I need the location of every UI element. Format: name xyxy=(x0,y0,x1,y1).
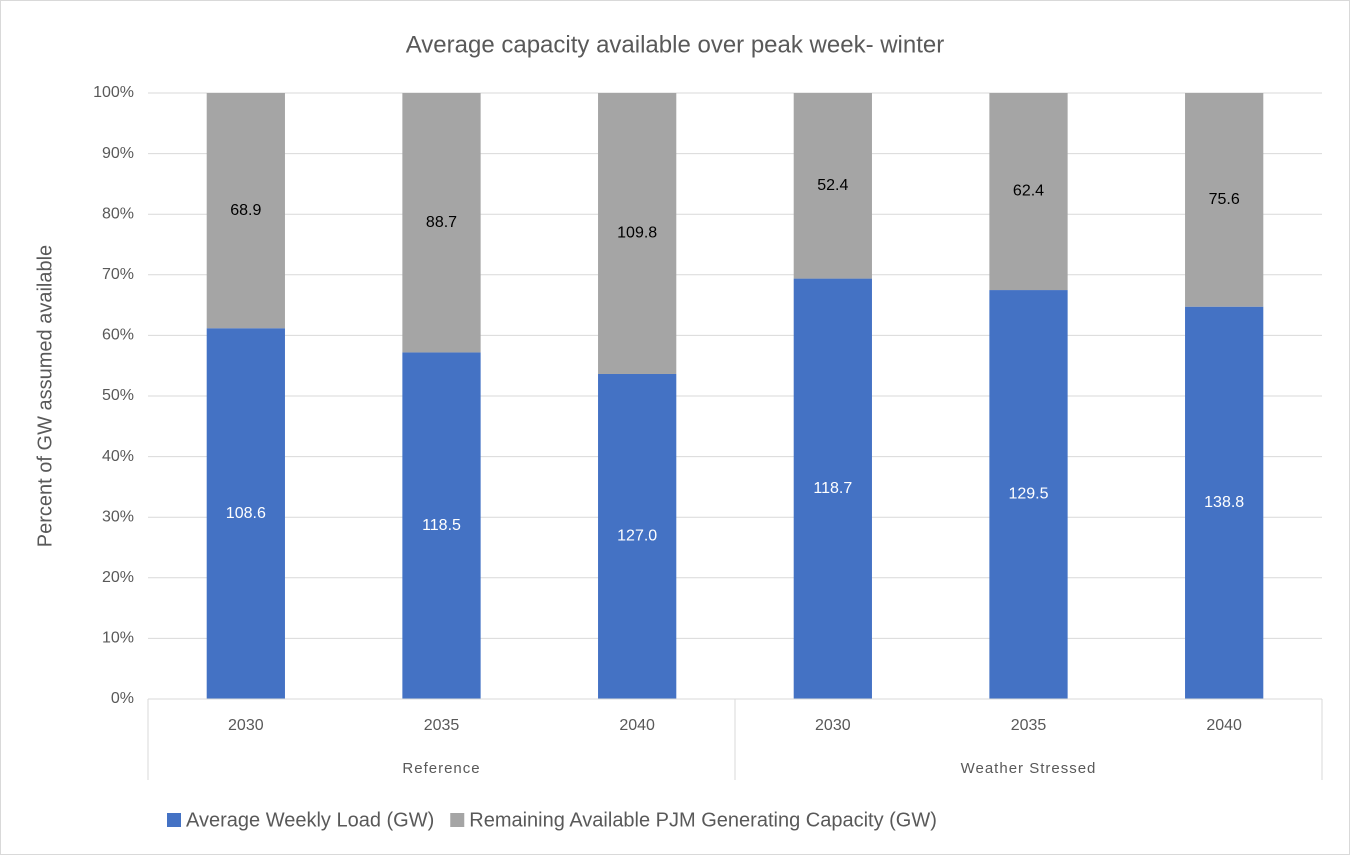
x-tick-label: 2030 xyxy=(228,717,264,734)
data-label: 62.4 xyxy=(1013,183,1044,200)
legend-swatch xyxy=(450,813,465,827)
y-tick-label: 60% xyxy=(102,327,134,344)
y-tick-label: 50% xyxy=(102,387,134,404)
y-tick-label: 90% xyxy=(102,145,134,162)
legend-swatch xyxy=(167,813,181,827)
data-label: 129.5 xyxy=(1008,486,1048,503)
x-tick-label: 2035 xyxy=(1011,717,1047,734)
x-tick-label: 2040 xyxy=(1206,717,1242,734)
bar-segment xyxy=(206,93,285,329)
legend-label: Remaining Available PJM Generating Capac… xyxy=(469,809,937,831)
data-label: 118.7 xyxy=(813,480,852,497)
data-label: 52.4 xyxy=(817,177,848,194)
x-tick-label: 2040 xyxy=(619,717,655,734)
y-tick-label: 10% xyxy=(102,630,134,647)
bar-segment xyxy=(402,93,481,353)
bar-segment xyxy=(793,93,872,279)
data-label: 68.9 xyxy=(230,202,261,219)
bar-segment xyxy=(989,93,1068,291)
y-tick-label: 30% xyxy=(102,508,134,525)
data-label: 138.8 xyxy=(1204,494,1244,511)
data-label: 88.7 xyxy=(426,214,457,231)
y-tick-label: 70% xyxy=(102,266,134,283)
group-label: Weather Stressed xyxy=(961,760,1097,777)
y-tick-label: 20% xyxy=(102,569,134,586)
bar-segment xyxy=(1185,93,1264,307)
data-label: 118.5 xyxy=(422,517,461,534)
chart-title: Average capacity available over peak wee… xyxy=(406,31,945,58)
y-tick-label: 0% xyxy=(111,690,134,707)
data-label: 75.6 xyxy=(1209,191,1240,208)
legend-label: Average Weekly Load (GW) xyxy=(186,809,434,831)
y-tick-label: 100% xyxy=(93,84,134,101)
bar-segment xyxy=(598,93,677,374)
x-tick-label: 2035 xyxy=(424,717,460,734)
y-tick-label: 40% xyxy=(102,448,134,465)
bar-segment xyxy=(1185,306,1264,699)
data-label: 109.8 xyxy=(617,225,657,242)
y-axis-label: Percent of GW assumed available xyxy=(34,245,56,547)
bar-segment xyxy=(793,278,872,699)
bar-segment xyxy=(206,328,285,699)
x-tick-label: 2030 xyxy=(815,717,851,734)
data-label: 127.0 xyxy=(617,528,657,545)
bar-segment xyxy=(598,373,677,699)
group-label: Reference xyxy=(402,760,480,777)
y-tick-label: 80% xyxy=(102,205,134,222)
bar-segment xyxy=(989,290,1068,699)
data-label: 108.6 xyxy=(226,505,266,522)
bar-segment xyxy=(402,352,481,699)
